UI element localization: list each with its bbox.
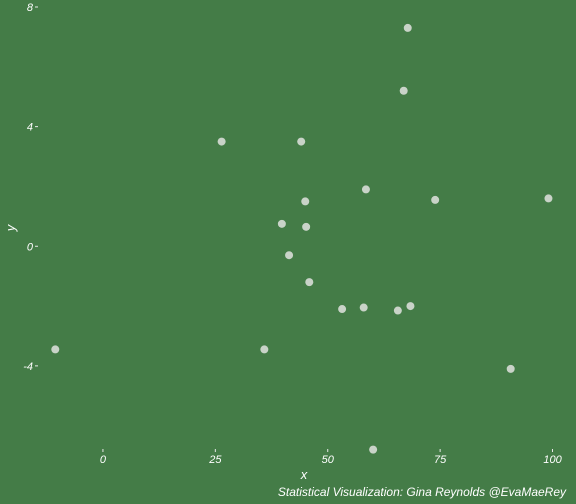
- scatter-point: [404, 24, 412, 32]
- scatter-point: [218, 138, 226, 146]
- scatter-point: [301, 197, 309, 205]
- x-axis-title: x: [300, 467, 308, 482]
- scatter-point: [302, 223, 310, 231]
- y-tick-label: 4: [27, 122, 33, 134]
- scatter-point: [285, 251, 293, 259]
- scatter-point: [400, 87, 408, 95]
- scatter-point: [431, 196, 439, 204]
- scatter-point: [369, 446, 377, 454]
- x-tick-label: 0: [100, 454, 107, 466]
- scatter-point: [305, 278, 313, 286]
- scatter-point: [51, 345, 59, 353]
- x-tick-label: 75: [434, 454, 447, 466]
- y-axis: -4 0 4 8: [23, 2, 38, 373]
- scatter-point: [360, 304, 368, 312]
- chart-caption: Statistical Visualization: Gina Reynolds…: [278, 485, 567, 499]
- x-tick-label: 50: [322, 454, 335, 466]
- y-tick-label: 8: [27, 2, 34, 14]
- scatter-point: [544, 194, 552, 202]
- scatter-point: [507, 365, 515, 373]
- scatter-point: [362, 185, 370, 193]
- y-tick-label: -4: [23, 361, 33, 373]
- x-axis: 0 25 50 75 100: [100, 449, 563, 466]
- scatter-point: [338, 305, 346, 313]
- scatter-point: [406, 302, 414, 310]
- x-tick-label: 100: [543, 454, 562, 466]
- y-axis-title: y: [3, 223, 18, 232]
- scatter-point: [260, 345, 268, 353]
- scatter-point: [278, 220, 286, 228]
- x-tick-label: 25: [208, 454, 222, 466]
- scatter-point: [297, 138, 305, 146]
- scatter-point: [394, 307, 402, 315]
- data-points: [51, 24, 552, 454]
- y-tick-label: 0: [27, 241, 34, 253]
